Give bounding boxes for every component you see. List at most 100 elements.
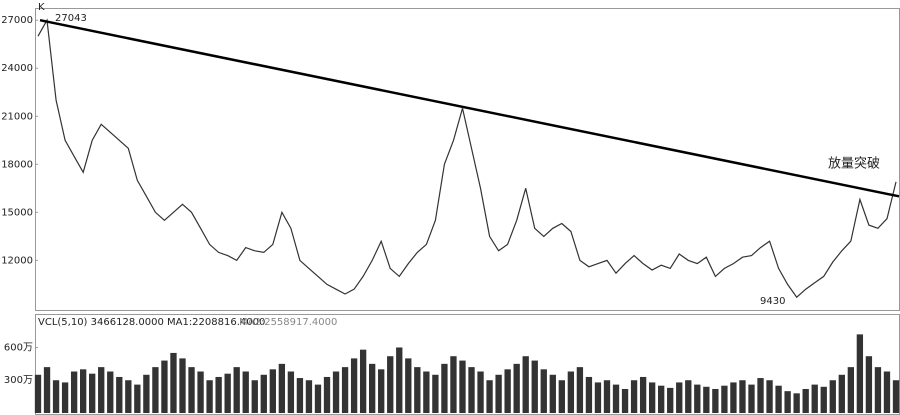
volume-bar — [639, 376, 647, 413]
volume-bar — [34, 374, 42, 413]
volume-bar — [387, 356, 394, 413]
y-tick-label: 18000 — [1, 159, 33, 170]
volume-bar — [676, 382, 683, 413]
volume-bar — [468, 367, 475, 413]
volume-bar — [116, 376, 123, 413]
volume-bar — [378, 369, 385, 413]
volume-bar — [820, 386, 827, 413]
volume-bar — [215, 376, 222, 413]
y-tick-label: 21000 — [1, 111, 33, 122]
volume-bar — [802, 388, 809, 413]
volume-bar — [179, 358, 186, 413]
pane-title: K — [38, 2, 45, 13]
volume-bar — [341, 367, 349, 413]
volume-bar — [369, 363, 376, 413]
volume-title: VCL(5,10) 3466128.0000 MA1:2208816.4000 — [38, 317, 265, 328]
volume-bar — [432, 374, 439, 413]
volume-bar — [603, 380, 611, 413]
price-line — [37, 18, 897, 299]
volume-bar — [314, 384, 322, 413]
volume-bar — [43, 367, 51, 413]
price-frame — [35, 8, 900, 311]
volume-bar — [441, 363, 448, 413]
volume-bar — [594, 382, 602, 413]
volume-bar — [296, 378, 304, 413]
volume-bar — [522, 356, 529, 413]
volume-bar — [143, 374, 150, 413]
volume-bar — [423, 371, 430, 413]
volume-bar — [350, 358, 358, 413]
volume-bar — [107, 371, 114, 413]
volume-bar — [134, 384, 141, 413]
y-tick-label: 27000 — [1, 15, 33, 26]
volume-bar — [152, 367, 159, 413]
volume-bar — [576, 367, 584, 413]
volume-bar — [856, 334, 864, 413]
volume-bar — [260, 374, 267, 413]
volume-bar — [612, 384, 620, 413]
volume-bar — [865, 356, 873, 413]
volume-bar — [712, 388, 719, 413]
volume-bar — [685, 380, 692, 413]
volume-bar — [495, 374, 502, 413]
volume-bar — [242, 371, 249, 413]
y-tick-label: 300万 — [4, 375, 33, 386]
breakout-label: 放量突破 — [828, 156, 880, 172]
volume-bar — [459, 360, 466, 413]
volume-bar — [332, 371, 340, 413]
volume-bar — [79, 369, 87, 413]
volume-bar — [278, 363, 286, 413]
volume-bar — [89, 373, 96, 413]
y-tick-label: 24000 — [1, 63, 33, 74]
y-tick-label: 12000 — [1, 255, 33, 266]
volume-subtitle: MA2:2558917.4000 — [239, 317, 337, 328]
volume-bar — [233, 367, 240, 413]
volume-bar — [829, 380, 836, 413]
volume-bar — [188, 367, 195, 413]
low-label: 9430 — [760, 296, 785, 307]
volume-bar — [648, 382, 656, 413]
volume-bar — [125, 380, 132, 413]
high-label: 27043 — [55, 13, 87, 24]
volume-bar — [775, 385, 782, 413]
volume-bar — [450, 356, 457, 413]
volume-bar — [161, 360, 168, 413]
volume-bar — [766, 380, 773, 413]
volume-bar — [703, 386, 710, 413]
volume-bar — [739, 380, 746, 413]
volume-bar — [811, 384, 818, 413]
volume-bar — [838, 374, 845, 413]
volume-bar — [206, 380, 213, 413]
volume-bar — [784, 391, 791, 413]
volume-bar — [585, 376, 593, 413]
volume-bar — [305, 380, 313, 413]
volume-bar — [52, 380, 60, 413]
volume-bar — [667, 387, 674, 413]
volume-bar — [269, 369, 276, 413]
volume-bar — [197, 371, 204, 413]
volume-bar — [359, 349, 367, 413]
volume-bar — [70, 371, 78, 413]
volume-bar — [892, 380, 900, 413]
volume-bar — [540, 369, 547, 413]
volume-bar — [504, 369, 511, 413]
volume-bar — [98, 367, 105, 413]
volume-bar — [757, 378, 764, 413]
trend-line — [39, 18, 900, 198]
volume-bar — [793, 393, 800, 413]
volume-bar — [477, 371, 484, 413]
volume-bar — [567, 371, 575, 413]
volume-bar — [549, 374, 556, 413]
volume-bar — [414, 367, 421, 413]
volume-bar — [251, 380, 258, 413]
volume-bar — [531, 360, 538, 413]
volume-bar — [558, 380, 565, 413]
volume-bar — [396, 347, 403, 413]
volume-bar — [486, 380, 493, 413]
volume-bar — [883, 371, 891, 413]
volume-bar — [730, 382, 737, 413]
volume-bar — [748, 384, 755, 413]
volume-bar — [513, 363, 520, 413]
volume-bar — [658, 385, 665, 413]
